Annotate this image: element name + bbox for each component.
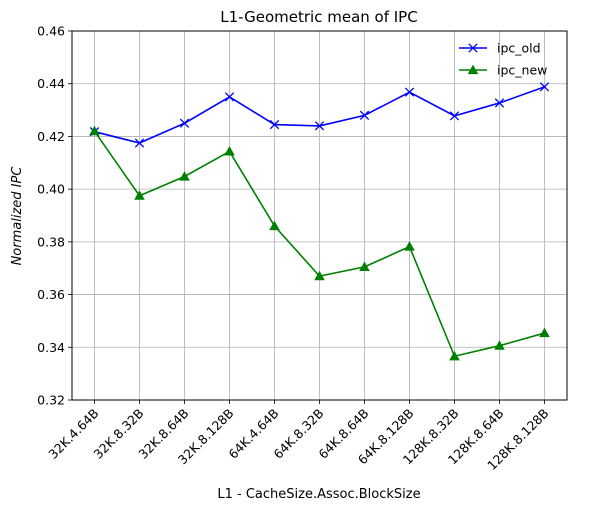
y-tick-label: 0.44 bbox=[37, 76, 65, 91]
y-tick-label: 0.32 bbox=[37, 393, 65, 408]
y-axis-title: Normalized IPC bbox=[10, 166, 25, 266]
series-ipc_new bbox=[89, 125, 550, 361]
y-tick-label: 0.40 bbox=[37, 182, 65, 197]
y-tick-label: 0.42 bbox=[37, 129, 65, 144]
data-point-ipc_new bbox=[449, 350, 460, 361]
data-point-ipc_new bbox=[494, 340, 505, 350]
legend-item-ipc_old: ipc_old bbox=[459, 41, 541, 56]
legend-marker bbox=[468, 43, 478, 53]
legend-label: ipc_old bbox=[497, 41, 541, 56]
data-point-ipc_old bbox=[179, 118, 190, 128]
axis-ticks: 0.320.340.360.380.400.420.440.4632K.4.64… bbox=[37, 24, 551, 473]
grid bbox=[72, 30, 567, 401]
data-point-ipc_new bbox=[224, 146, 235, 156]
data-point-ipc_new bbox=[404, 241, 415, 251]
data-point-ipc_old bbox=[269, 119, 280, 130]
y-tick-label: 0.34 bbox=[37, 340, 65, 355]
data-point-ipc_old bbox=[404, 87, 415, 97]
y-tick-label: 0.46 bbox=[37, 24, 65, 39]
data-point-ipc_new bbox=[359, 261, 370, 271]
data-point-ipc_old bbox=[314, 121, 325, 131]
series-lines bbox=[89, 82, 550, 361]
data-point-ipc_old bbox=[494, 98, 505, 108]
data-point-ipc_old bbox=[224, 92, 235, 102]
data-point-ipc_new bbox=[539, 327, 550, 338]
x-axis-title: L1 - CacheSize.Assoc.BlockSize bbox=[217, 487, 420, 502]
legend-label: ipc_new bbox=[497, 63, 547, 78]
data-point-ipc_new bbox=[134, 190, 145, 200]
data-point-ipc_new bbox=[179, 171, 190, 181]
data-point-ipc_old bbox=[359, 110, 370, 121]
legend: ipc_old ipc_new bbox=[459, 41, 547, 78]
data-point-ipc_new bbox=[89, 125, 100, 136]
data-point-ipc_new bbox=[269, 220, 280, 231]
data-point-ipc_old bbox=[449, 111, 460, 121]
legend-item-ipc_new: ipc_new bbox=[459, 63, 547, 78]
y-tick-label: 0.38 bbox=[37, 234, 65, 249]
y-tick-label: 0.36 bbox=[37, 287, 65, 302]
legend-marker bbox=[467, 64, 479, 75]
data-point-ipc_new bbox=[314, 270, 325, 281]
data-point-ipc_old bbox=[539, 82, 550, 92]
chart-title: L1-Geometric mean of IPC bbox=[220, 8, 417, 26]
data-point-ipc_old bbox=[134, 138, 145, 148]
